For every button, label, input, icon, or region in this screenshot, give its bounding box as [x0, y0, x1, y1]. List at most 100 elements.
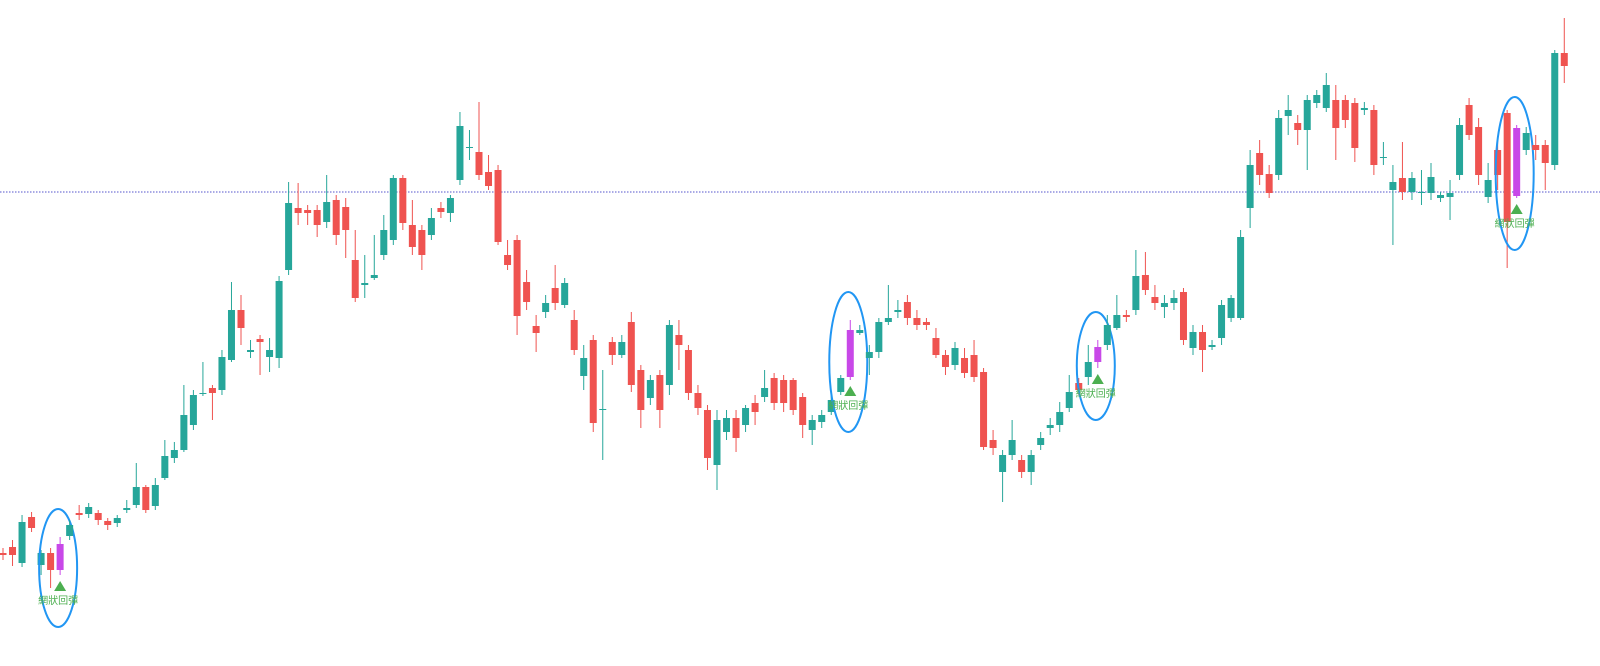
signal-ellipse	[38, 508, 79, 628]
candle-body	[1503, 113, 1511, 222]
signal-ellipse	[1075, 311, 1116, 421]
candle-body	[837, 378, 845, 392]
candle-body	[989, 440, 997, 448]
candle-body	[1199, 332, 1207, 350]
candle-body	[342, 207, 350, 230]
candle-body	[218, 357, 226, 390]
candle-body	[123, 508, 131, 510]
candle-body	[1541, 145, 1549, 163]
candle-body	[951, 348, 959, 365]
candle-body	[170, 450, 178, 458]
candle-body	[999, 455, 1007, 472]
candle-body	[37, 553, 45, 565]
candle-body	[1208, 345, 1216, 347]
signal-arrow	[1510, 204, 1523, 214]
candle-body	[599, 409, 607, 410]
candle-body	[665, 325, 673, 385]
candle-body	[437, 208, 445, 212]
candle-body	[1360, 108, 1368, 110]
candle-body	[1532, 145, 1540, 150]
signal-ellipse	[828, 291, 869, 433]
candle-body	[637, 370, 645, 410]
candle-body	[875, 322, 883, 352]
candle-body	[656, 375, 664, 410]
candle-body	[475, 152, 483, 175]
candle-body	[199, 393, 207, 394]
candle-body	[1332, 100, 1340, 128]
candle-body	[66, 525, 74, 536]
candle-body	[485, 172, 493, 186]
candle-body	[1408, 178, 1416, 192]
candle-body	[104, 521, 112, 525]
candle-body	[970, 355, 978, 377]
candle-body	[1456, 125, 1464, 175]
candle-body	[1008, 440, 1016, 455]
candle-body	[504, 255, 512, 265]
candle-body	[513, 240, 521, 316]
candle-body	[456, 126, 464, 180]
candle-body	[132, 487, 140, 505]
candle-body	[742, 408, 750, 425]
candle-body	[1218, 305, 1226, 338]
candle-body	[1018, 460, 1026, 472]
candle-body	[684, 350, 692, 393]
candle-body	[1141, 275, 1149, 290]
candle-body	[1246, 165, 1254, 208]
candle-body	[1494, 150, 1502, 175]
candle-body	[1160, 303, 1168, 307]
candle-body	[304, 210, 312, 213]
candle-body	[208, 388, 216, 393]
candle-body	[380, 230, 388, 255]
candle-body	[323, 202, 331, 222]
candle-body	[894, 310, 902, 312]
candle-body	[427, 218, 435, 235]
candle-body	[1189, 332, 1197, 348]
candle-body	[465, 147, 473, 148]
candle-body	[0, 553, 7, 555]
candle-body	[532, 326, 540, 333]
signal-label: 網狀回彈	[1076, 387, 1116, 400]
signal-arrow	[54, 581, 67, 591]
candle-body	[723, 418, 731, 432]
candle-body	[589, 340, 597, 423]
candle-body	[627, 322, 635, 385]
candle-body	[694, 393, 702, 408]
candle-body	[1513, 128, 1521, 196]
candle-body	[142, 487, 150, 510]
candle-body	[646, 380, 654, 398]
candle-body	[941, 355, 949, 367]
candle-body	[1037, 438, 1045, 445]
candle-body	[1475, 127, 1483, 175]
candle-body	[1151, 297, 1159, 303]
candle-body	[1113, 315, 1121, 328]
candle-body	[570, 320, 578, 350]
candle-body	[56, 544, 64, 570]
candle-body	[961, 358, 969, 373]
candle-body	[494, 170, 502, 242]
candle-body	[808, 420, 816, 430]
candle-body	[1398, 178, 1406, 192]
candle-body	[818, 415, 826, 422]
candle-body	[1465, 105, 1473, 135]
candle-body	[1370, 110, 1378, 165]
candle-body	[1313, 95, 1321, 103]
candle-body	[932, 338, 940, 355]
candle-body	[1522, 133, 1530, 150]
candle-body	[523, 282, 531, 302]
candle-body	[313, 210, 321, 225]
candle-body	[542, 303, 550, 312]
candle-body	[161, 456, 169, 478]
candle-body	[85, 507, 93, 514]
candle-body	[1256, 153, 1264, 175]
candle-body	[1275, 118, 1283, 175]
candle-body	[780, 380, 788, 403]
candle-body	[675, 335, 683, 345]
candle-body	[9, 547, 17, 555]
candle-body	[761, 388, 769, 397]
candle-body	[1265, 174, 1273, 193]
candle-body	[275, 281, 283, 358]
candle-body	[1132, 276, 1140, 310]
candle-body	[247, 350, 255, 352]
candle-body	[1379, 157, 1387, 158]
